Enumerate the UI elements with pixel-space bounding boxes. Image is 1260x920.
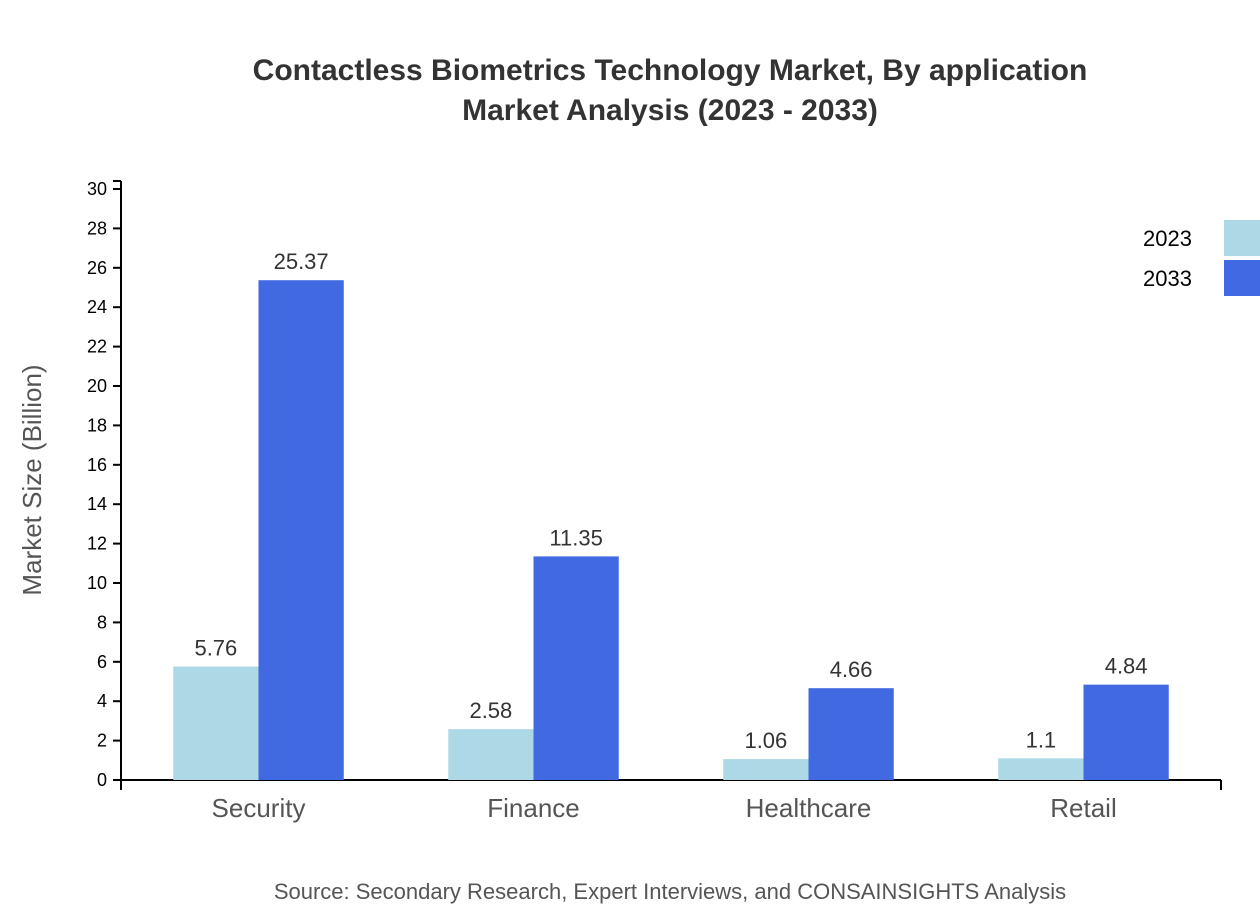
source-note: Source: Secondary Research, Expert Inter… [274, 879, 1066, 904]
y-tick-label: 30 [87, 179, 107, 199]
bar-2023-security [173, 666, 259, 780]
data-label: 1.06 [744, 728, 787, 753]
y-tick-label: 26 [87, 258, 107, 278]
x-tick-label: Healthcare [746, 793, 872, 823]
y-tick-label: 6 [97, 652, 107, 672]
chart-title: Contactless Biometrics Technology Market… [253, 54, 1088, 87]
data-label: 1.1 [1026, 727, 1057, 752]
bar-2033-healthcare [808, 688, 894, 780]
legend-swatch-2023 [1224, 220, 1260, 256]
bar-2033-security [258, 280, 344, 780]
y-tick-label: 16 [87, 455, 107, 475]
bar-2023-healthcare [723, 759, 809, 780]
y-tick-label: 0 [97, 770, 107, 790]
data-label: 11.35 [549, 525, 602, 550]
bar-2033-retail [1083, 684, 1169, 780]
y-tick-label: 8 [97, 612, 107, 632]
bar-2023-finance [448, 729, 534, 780]
legend-swatch-2033 [1224, 260, 1260, 296]
data-label: 4.66 [830, 657, 873, 682]
y-tick-label: 24 [87, 297, 107, 317]
bars: 5.76 25.37 2.58 11.35 1.06 4.66 1.1 4.84 [173, 249, 1169, 780]
y-tick-label: 4 [97, 691, 107, 711]
y-tick-label: 14 [87, 494, 107, 514]
data-label: 4.84 [1105, 654, 1148, 679]
data-label: 5.76 [194, 636, 237, 661]
y-tick-label: 2 [97, 731, 107, 751]
bar-2033-finance [533, 556, 619, 780]
x-tick-label: Finance [487, 793, 580, 823]
x-tick-label: Security [212, 793, 306, 823]
x-tick-label: Retail [1050, 793, 1116, 823]
y-tick-label: 28 [87, 218, 107, 238]
legend-label-2023: 2023 [1143, 226, 1192, 251]
data-label: 25.37 [274, 249, 329, 274]
legend-label-2033: 2033 [1143, 266, 1192, 291]
y-tick-label: 20 [87, 376, 107, 396]
y-tick-label: 12 [87, 534, 107, 554]
y-axis-label: Market Size (Billion) [17, 364, 47, 595]
legend: 2023 2033 [1143, 220, 1260, 296]
y-tick-label: 10 [87, 573, 107, 593]
y-tick-label: 18 [87, 415, 107, 435]
x-axis: Security Finance Healthcare Retail [120, 779, 1222, 823]
data-label: 2.58 [469, 698, 512, 723]
chart-subtitle: Market Analysis (2023 - 2033) [462, 94, 878, 127]
bar-2023-retail [998, 758, 1084, 780]
y-tick-label: 22 [87, 337, 107, 357]
